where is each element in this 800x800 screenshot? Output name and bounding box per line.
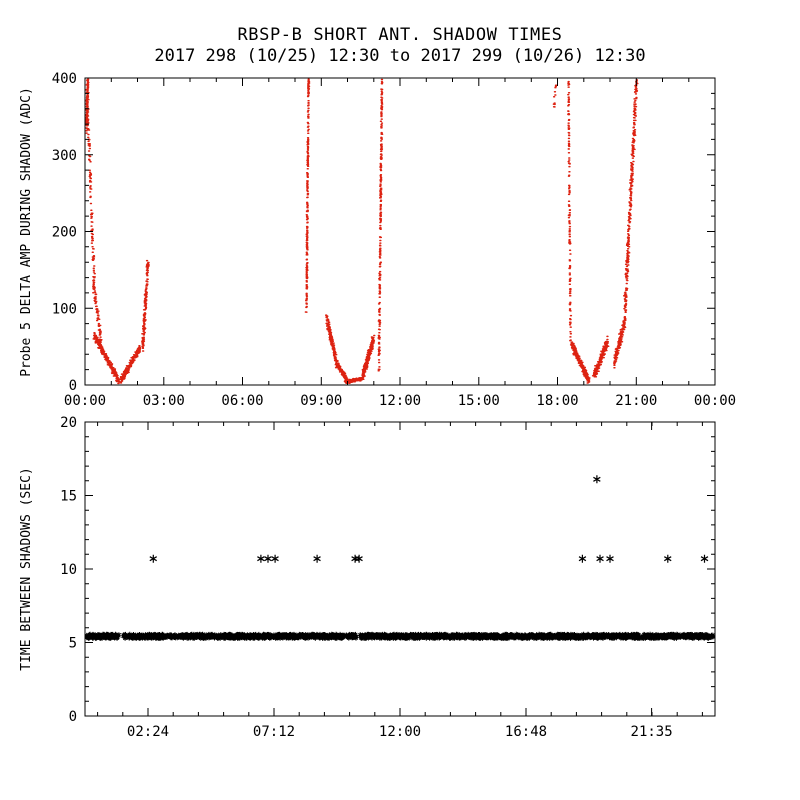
bottom-panel-ticks [85,421,715,717]
x-tick-label: 07:12 [253,724,295,740]
bottom-panel-frame [84,421,716,717]
top-panel-y-axis-title: Probe 5 DELTA AMP DURING SHADOW (ADC) [19,87,34,377]
top-panel: 00:00 03:00 06:00 09:00 12:00 15:00 18:00 21:00… [19,71,736,409]
chart-panels: 00:00 03:00 06:00 09:00 12:00 15:00 18:00 21:00… [19,71,736,740]
x-tick-label: 12:00 [379,393,421,409]
x-tick-label: 12:00 [379,724,421,740]
shadow-scatter-points [85,78,639,385]
top-panel-axis-labels: 00:00 03:00 06:00 09:00 12:00 15:00 18:00 21:00… [19,71,736,409]
y-tick-label: 100 [52,301,77,317]
top-panel-ticks [84,77,716,386]
y-tick-label: 0 [69,709,77,725]
top-panel-data [85,78,639,385]
x-tick-label: 02:24 [127,724,169,740]
x-tick-label: 03:00 [143,393,185,409]
cadence-band-asterisks [85,631,715,641]
x-tick-label: 16:48 [505,724,547,740]
bottom-panel-axis-labels: 02:24 07:12 12:00 16:48 21:35 0 5 10 15 20 TIME BE… [19,415,673,740]
bottom-panel: 02:24 07:12 12:00 16:48 21:35 0 5 10 15 20 TIME BE… [19,415,716,740]
x-tick-label: 18:00 [536,393,578,409]
outlier-asterisks [149,475,709,563]
y-tick-label: 0 [69,378,77,394]
y-tick-label: 10 [60,562,77,578]
figure-title: RBSP-B SHORT ANT. SHADOW TIMES [237,25,562,45]
x-tick-label: 21:35 [631,724,673,740]
y-tick-label: 20 [60,415,77,431]
y-tick-label: 5 [69,636,77,652]
bottom-panel-data [85,475,715,641]
y-tick-label: 400 [52,71,77,87]
x-tick-label: 21:00 [615,393,657,409]
x-tick-label: 00:00 [694,393,736,409]
y-tick-label: 200 [52,225,77,241]
x-tick-label: 00:00 [64,393,106,409]
y-tick-label: 300 [52,148,77,164]
x-tick-label: 06:00 [221,393,263,409]
y-tick-label: 15 [60,489,77,505]
figure-subtitle: 2017 298 (10/25) 12:30 to 2017 299 (10/2… [154,46,645,66]
x-tick-label: 15:00 [458,393,500,409]
bottom-panel-y-axis-title: TIME BETWEEN SHADOWS (SEC) [19,467,34,671]
x-tick-label: 09:00 [300,393,342,409]
